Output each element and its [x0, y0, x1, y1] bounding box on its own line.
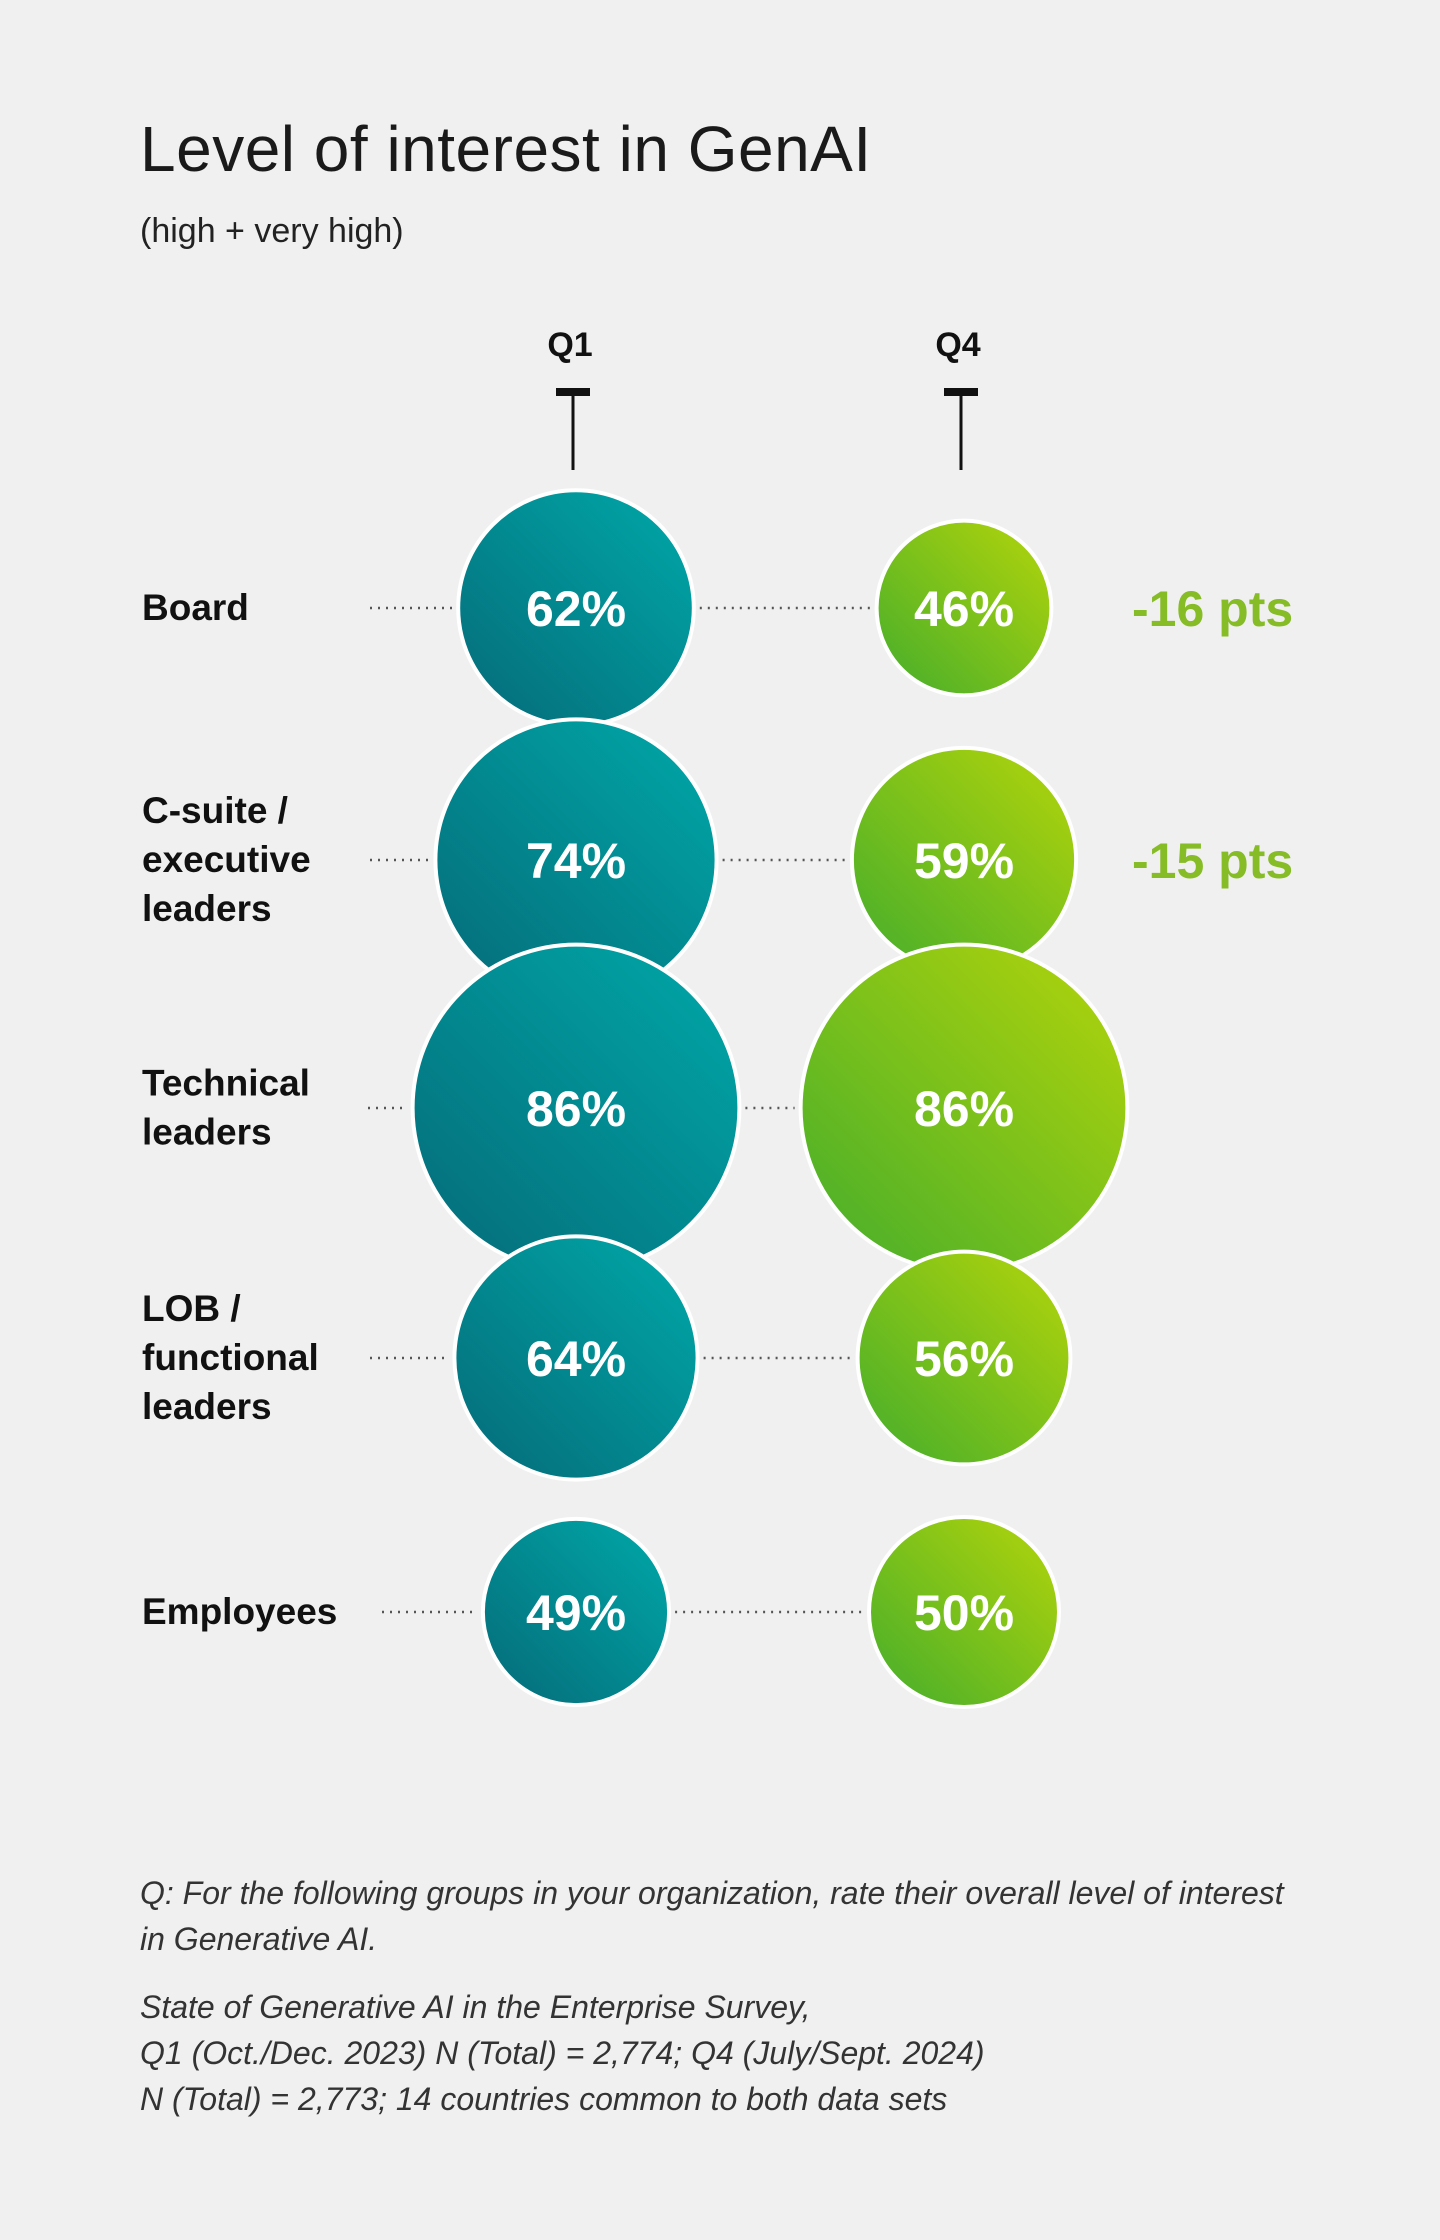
data-label: 86% — [526, 1081, 626, 1137]
data-label: 56% — [914, 1331, 1014, 1387]
category-label-line: Board — [142, 587, 249, 628]
source-line: N (Total) = 2,773; 14 countries common t… — [140, 2081, 948, 2117]
category-label: C-suite / executive leaders — [142, 790, 311, 929]
data-label: 62% — [526, 581, 626, 637]
question-line: Q: For the following groups in your orga… — [140, 1875, 1284, 1911]
bubble-q1 — [480, 1516, 672, 1708]
delta-annotation: -15 pts — [1132, 833, 1293, 889]
delta-annotation: -16 pts — [1132, 581, 1293, 637]
category-label-line: C-suite / — [142, 790, 288, 831]
category-label-line: leaders — [142, 888, 272, 929]
bubble-q4 — [867, 1515, 1061, 1709]
question-line: in Generative AI. — [140, 1921, 378, 1957]
data-label: 59% — [914, 833, 1014, 889]
category-label-line: executive — [142, 839, 311, 880]
category-label-line: functional — [142, 1337, 319, 1378]
data-label: 49% — [526, 1585, 626, 1641]
source-footnote: State of Generative AI in the Enterprise… — [140, 1984, 1300, 2122]
column-header-q1: Q1 — [547, 326, 592, 364]
bubble-q4 — [874, 518, 1054, 698]
data-label: 86% — [914, 1081, 1014, 1137]
category-label-line: LOB / — [142, 1288, 241, 1329]
data-label: 74% — [526, 833, 626, 889]
bubble-q4 — [855, 1249, 1073, 1467]
category-label-line: Employees — [142, 1591, 337, 1632]
category-label: Employees — [142, 1591, 337, 1632]
source-line: Q1 (Oct./Dec. 2023) N (Total) = 2,774; Q… — [140, 2035, 985, 2071]
data-label: 46% — [914, 581, 1014, 637]
data-label: 64% — [526, 1331, 626, 1387]
category-label-line: Technical — [142, 1063, 310, 1104]
category-label-line: leaders — [142, 1386, 272, 1427]
column-header-q4: Q4 — [935, 326, 980, 364]
category-label: LOB / functional leaders — [142, 1288, 319, 1427]
category-label: Technical leaders — [142, 1063, 310, 1153]
chart-title: Level of interest in GenAI — [140, 113, 872, 185]
source-line: State of Generative AI in the Enterprise… — [140, 1989, 811, 2025]
bubble-q1 — [452, 1234, 700, 1482]
data-label: 50% — [914, 1585, 1014, 1641]
chart-subtitle: (high + very high) — [140, 212, 404, 250]
question-footnote: Q: For the following groups in your orga… — [140, 1870, 1300, 1962]
category-label: Board — [142, 587, 249, 628]
category-label-line: leaders — [142, 1112, 272, 1153]
